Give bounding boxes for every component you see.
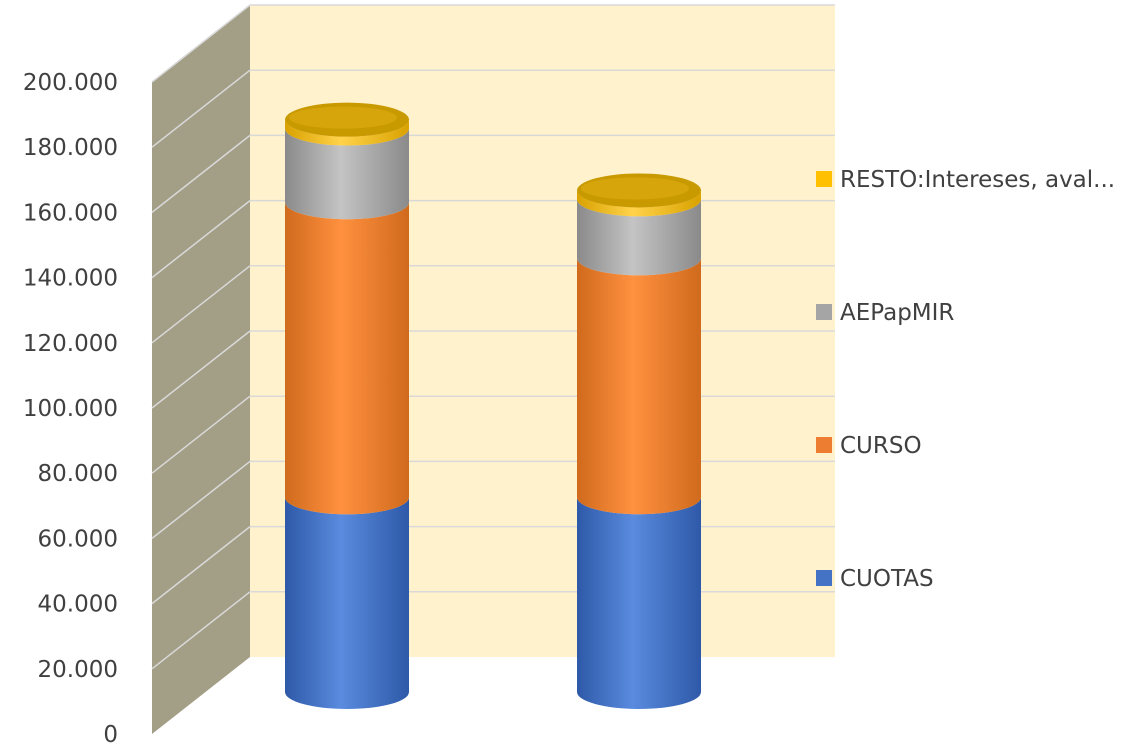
legend-swatch — [816, 171, 832, 187]
bar-segment — [285, 202, 409, 515]
gridline-side — [151, 200, 251, 279]
bar-segment — [577, 199, 701, 276]
gridline-side — [151, 265, 251, 344]
legend-swatch — [816, 437, 832, 453]
legend-label: RESTO:Intereses, aval... — [840, 167, 1115, 193]
legend-swatch — [816, 570, 832, 586]
legend-item: RESTO:Intereses, aval... — [816, 167, 1115, 193]
chart-walls — [152, 5, 835, 734]
bar-segment — [577, 190, 701, 217]
legend-label: CURSO — [840, 433, 922, 459]
gridline-side — [151, 4, 251, 83]
bar-segment — [285, 128, 409, 220]
y-tick-label: 20.000 — [38, 657, 118, 683]
legend-item: CUOTAS — [816, 566, 934, 592]
bar-top-highlight — [289, 106, 397, 129]
legend-item: CURSO — [816, 433, 922, 459]
bars — [285, 102, 701, 709]
y-tick-label: 120.000 — [23, 331, 118, 357]
bar-top-highlight — [581, 177, 689, 200]
y-tick-label: 40.000 — [38, 592, 118, 618]
y-tick-label: 0 — [103, 722, 118, 746]
legend-swatch — [816, 304, 832, 320]
gridline-side — [151, 330, 251, 409]
gridline-side — [151, 134, 251, 213]
legend-label: CUOTAS — [840, 566, 934, 592]
gridline-side — [151, 395, 251, 474]
y-tick-label: 80.000 — [38, 461, 118, 487]
gridline-side — [151, 69, 251, 148]
bar-segment — [285, 497, 409, 709]
y-tick-label: 140.000 — [23, 266, 118, 292]
gridline-side — [151, 591, 251, 670]
gridline-side — [151, 460, 251, 539]
bar-segment — [577, 497, 701, 709]
y-tick-label: 180.000 — [23, 135, 118, 161]
bar-stack — [285, 102, 409, 709]
y-tick-label: 200.000 — [23, 70, 118, 96]
gridline-side — [151, 526, 251, 605]
legend-item: AEPapMIR — [816, 300, 954, 326]
bar-segment — [577, 258, 701, 515]
legend: RESTO:Intereses, aval... AEPapMIR CURSO CUO… — [816, 167, 1115, 592]
y-axis-tick-labels: 0 20.000 40.000 60.000 80.000 100.000 120.000 1… — [23, 70, 118, 746]
bar-stack — [577, 173, 701, 709]
y-tick-label: 100.000 — [23, 396, 118, 422]
legend-label: AEPapMIR — [840, 300, 954, 326]
y-tick-label: 60.000 — [38, 526, 118, 552]
y-tick-label: 160.000 — [23, 200, 118, 226]
bar-segment — [285, 119, 409, 146]
